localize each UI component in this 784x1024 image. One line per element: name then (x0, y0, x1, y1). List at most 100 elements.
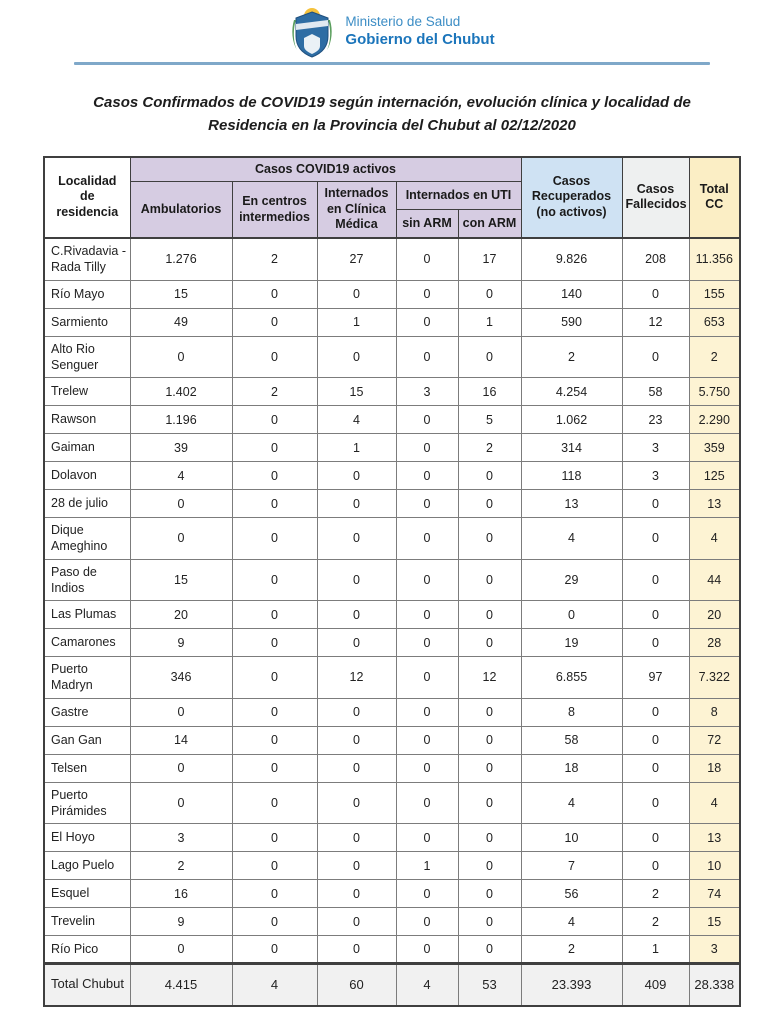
value-cell: 0 (457, 461, 522, 490)
value-cell: 0 (231, 907, 318, 936)
locality-cell: Puerto Pirámides (43, 781, 131, 824)
header-divider (74, 62, 710, 65)
locality-cell: El Hoyo (43, 823, 131, 852)
value-cell: 314 (520, 433, 623, 462)
value-cell: 15 (129, 558, 233, 601)
value-cell: 0 (316, 907, 397, 936)
value-cell: 0 (129, 781, 233, 824)
value-cell: 0 (231, 753, 318, 783)
value-cell: 0 (316, 781, 397, 824)
value-cell: 0 (231, 279, 318, 309)
value-cell: 1 (457, 307, 522, 337)
value-cell: 0 (231, 489, 318, 518)
value-cell: 23 (621, 405, 690, 434)
value-cell: 16 (457, 377, 522, 406)
col-header-ambulatory: Ambulatorios (129, 181, 233, 239)
value-cell: 1.276 (129, 237, 233, 281)
value-cell: 49 (129, 307, 233, 337)
value-cell: 0 (231, 656, 318, 699)
value-cell: 18 (688, 753, 741, 783)
value-cell: 97 (621, 656, 690, 699)
table-row: El Hoyo 3 0 0 0 0 10 0 13 (43, 823, 741, 852)
value-cell: 0 (129, 489, 233, 518)
table-row: Puerto Madryn 346 0 12 0 12 6.855 97 7.322 (43, 656, 741, 699)
table-row: Telsen 0 0 0 0 0 18 0 18 (43, 753, 741, 783)
value-cell: 1 (621, 935, 690, 964)
value-cell: 0 (457, 335, 522, 378)
value-cell: 15 (316, 377, 397, 406)
value-cell: 0 (457, 935, 522, 964)
locality-cell: Telsen (43, 753, 131, 783)
value-cell: 6.855 (520, 656, 623, 699)
value-cell: 1 (316, 307, 397, 337)
value-cell: 0 (395, 307, 459, 337)
value-cell: 0 (457, 753, 522, 783)
value-cell: 17 (457, 237, 522, 281)
value-cell: 0 (316, 851, 397, 880)
value-cell: 5 (457, 405, 522, 434)
value-cell: 4.415 (129, 962, 233, 1006)
value-cell: 2 (688, 335, 741, 378)
value-cell: 4 (231, 962, 318, 1006)
value-cell: 0 (316, 558, 397, 601)
locality-cell: Dolavon (43, 461, 131, 490)
table-row: Las Plumas 20 0 0 0 0 0 0 20 (43, 600, 741, 629)
value-cell: 590 (520, 307, 623, 337)
value-cell: 4 (316, 405, 397, 434)
value-cell: 0 (231, 697, 318, 727)
total-row: Total Chubut 4.415 4 60 4 53 23.393 409 28.338 (43, 962, 741, 1006)
value-cell: 0 (316, 628, 397, 657)
table-row: Sarmiento 49 0 1 0 1 590 12 653 (43, 307, 741, 337)
value-cell: 0 (395, 879, 459, 908)
table-row: C.Rivadavia - Rada Tilly 1.276 2 27 0 17 9.826… (43, 237, 741, 281)
value-cell: 20 (688, 600, 741, 629)
value-cell: 0 (395, 279, 459, 309)
value-cell: 0 (395, 725, 459, 755)
col-header-intermediate: En centros intermedios (231, 181, 318, 239)
value-cell: 0 (395, 656, 459, 699)
value-cell: 0 (231, 307, 318, 337)
value-cell: 0 (621, 823, 690, 852)
value-cell: 39 (129, 433, 233, 462)
value-cell: 0 (520, 600, 623, 629)
value-cell: 0 (621, 628, 690, 657)
chubut-crest-logo (292, 8, 333, 58)
table-row: Dolavon 4 0 0 0 0 118 3 125 (43, 461, 741, 490)
value-cell: 0 (457, 489, 522, 518)
value-cell: 1 (316, 433, 397, 462)
value-cell: 409 (621, 962, 690, 1006)
value-cell: 8 (520, 697, 623, 727)
value-cell: 2 (231, 237, 318, 281)
value-cell: 0 (316, 600, 397, 629)
value-cell: 0 (395, 237, 459, 281)
col-header-sin-arm: sin ARM (395, 209, 459, 239)
value-cell: 5.750 (688, 377, 741, 406)
table-row: Trevelin 9 0 0 0 0 4 2 15 (43, 907, 741, 936)
value-cell: 2 (621, 879, 690, 908)
value-cell: 0 (621, 600, 690, 629)
value-cell: 0 (231, 725, 318, 755)
value-cell: 346 (129, 656, 233, 699)
value-cell: 0 (231, 405, 318, 434)
value-cell: 0 (316, 697, 397, 727)
value-cell: 53 (457, 962, 522, 1006)
value-cell: 0 (395, 558, 459, 601)
table-row: Río Pico 0 0 0 0 0 2 1 3 (43, 935, 741, 964)
value-cell: 13 (688, 823, 741, 852)
value-cell: 0 (621, 781, 690, 824)
value-cell: 20 (129, 600, 233, 629)
locality-cell: Gastre (43, 697, 131, 727)
locality-cell: Esquel (43, 879, 131, 908)
value-cell: 0 (231, 335, 318, 378)
locality-cell: Puerto Madryn (43, 656, 131, 699)
value-cell: 0 (621, 851, 690, 880)
value-cell: 2 (520, 935, 623, 964)
value-cell: 0 (395, 489, 459, 518)
value-cell: 1.062 (520, 405, 623, 434)
value-cell: 4 (520, 907, 623, 936)
value-cell: 140 (520, 279, 623, 309)
value-cell: 0 (621, 279, 690, 309)
value-cell: 28.338 (688, 962, 741, 1006)
value-cell: 9 (129, 907, 233, 936)
locality-cell: Gan Gan (43, 725, 131, 755)
